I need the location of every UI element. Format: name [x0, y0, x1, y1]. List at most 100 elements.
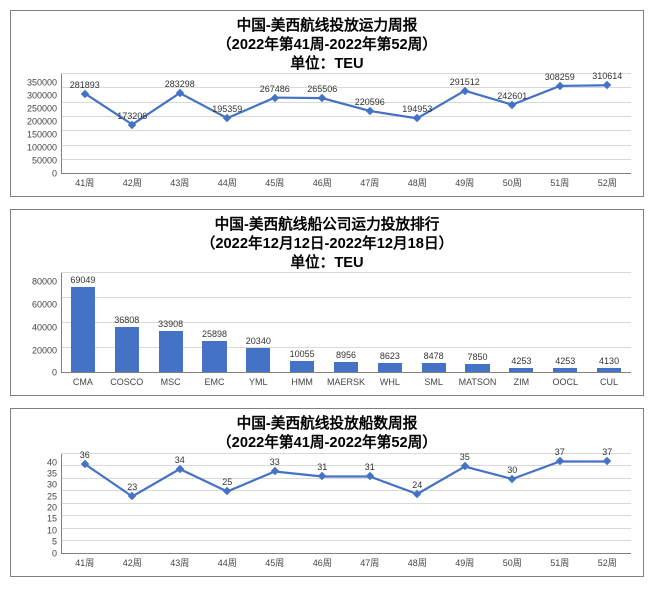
chart1-title-l1: 中国-美西航线投放运力周报: [19, 17, 635, 36]
x-tick: SML: [412, 373, 456, 391]
bar-column: 33908: [159, 320, 183, 373]
bar-column: 8623: [378, 352, 402, 374]
bar: [202, 341, 226, 373]
plot-area: 2818931732062832981953592674862655062205…: [61, 74, 631, 174]
chart3-title: 中国-美西航线投放船数周报 （2022年第41周-2022年第52周）: [19, 415, 635, 453]
y-axis: 0510152025303540: [19, 454, 61, 554]
x-tick: YML: [236, 373, 280, 391]
y-tick: 0: [19, 549, 61, 558]
data-label: 36: [80, 451, 90, 460]
x-axis: CMACOSCOMSCEMCYMLHMMMAERSKWHLSMLMATSONZI…: [61, 373, 631, 391]
bar-column: 25898: [202, 330, 226, 373]
chart3-plot: 051015202530354041周42周43周44周45周46周47周48周…: [19, 454, 635, 572]
y-tick: 0: [19, 369, 61, 378]
y-tick: 40000: [19, 323, 61, 332]
bar-column: 8956: [334, 351, 358, 373]
x-tick: 42周: [109, 174, 157, 192]
data-label: 31: [317, 463, 327, 472]
data-label: 283298: [165, 80, 195, 89]
bar-column: 20340: [246, 337, 270, 373]
x-tick: 44周: [204, 554, 252, 572]
y-axis: 0500001000001500002000002500003000003500…: [19, 74, 61, 174]
data-label: 33: [270, 458, 280, 467]
y-tick: 250000: [19, 105, 61, 114]
data-label: 7850: [468, 353, 488, 362]
data-label: 8623: [380, 352, 400, 361]
y-tick: 40: [19, 458, 61, 467]
data-label: 310614: [592, 72, 622, 81]
x-tick: CUL: [587, 373, 631, 391]
chart2-title-l2: （2022年12月12日-2022年12月18日）: [19, 235, 635, 254]
x-tick: 44周: [204, 174, 252, 192]
data-label: 8478: [424, 352, 444, 361]
bar: [115, 327, 139, 373]
data-label: 31: [365, 463, 375, 472]
data-label: 33908: [158, 320, 183, 329]
bar-column: 8478: [422, 352, 446, 374]
bar-column: 10055: [290, 350, 314, 374]
x-tick: EMC: [193, 373, 237, 391]
data-label: 37: [602, 448, 612, 457]
vessel-count-weekly-chart: 中国-美西航线投放船数周报 （2022年第41周-2022年第52周） 0510…: [10, 408, 644, 576]
data-label: 220596: [355, 98, 385, 107]
chart2-title: 中国-美西航线船公司运力投放排行 （2022年12月12日-2022年12月18…: [19, 216, 635, 273]
x-tick: 52周: [584, 554, 632, 572]
chart1-title-l3: 单位：TEU: [19, 55, 635, 74]
data-label: 35: [460, 453, 470, 462]
plot-area: 362334253331312435303737: [61, 454, 631, 554]
data-label: 25: [222, 478, 232, 487]
data-label: 281893: [70, 81, 100, 90]
x-tick: 52周: [584, 174, 632, 192]
line-series: [61, 454, 631, 554]
chart3-title-l1: 中国-美西航线投放船数周报: [19, 415, 635, 434]
x-tick: 43周: [156, 554, 204, 572]
x-tick: 41周: [61, 174, 109, 192]
data-label: 10055: [290, 350, 315, 359]
data-label: 173206: [117, 112, 147, 121]
y-tick: 5: [19, 538, 61, 547]
x-tick: WHL: [368, 373, 412, 391]
x-tick: 45周: [251, 554, 299, 572]
data-label: 195359: [212, 105, 242, 114]
x-tick: CMA: [61, 373, 105, 391]
x-axis: 41周42周43周44周45周46周47周48周49周50周51周52周: [61, 554, 631, 572]
x-tick: HMM: [280, 373, 324, 391]
x-tick: 50周: [489, 554, 537, 572]
data-label: 308259: [545, 73, 575, 82]
data-label: 23: [127, 483, 137, 492]
line-series: [61, 74, 631, 174]
chart1-plot: 0500001000001500002000002500003000003500…: [19, 74, 635, 192]
x-tick: MAERSK: [324, 373, 368, 391]
x-tick: COSCO: [105, 373, 149, 391]
x-tick: 51周: [536, 554, 584, 572]
x-tick: 42周: [109, 554, 157, 572]
capacity-weekly-chart: 中国-美西航线投放运力周报 （2022年第41周-2022年第52周） 单位：T…: [10, 10, 644, 197]
y-tick: 60000: [19, 301, 61, 310]
y-tick: 50000: [19, 157, 61, 166]
x-tick: 48周: [394, 174, 442, 192]
x-tick: ZIM: [499, 373, 543, 391]
bar: [159, 331, 183, 373]
x-tick: 45周: [251, 174, 299, 192]
x-tick: 49周: [441, 554, 489, 572]
carrier-ranking-chart: 中国-美西航线船公司运力投放排行 （2022年12月12日-2022年12月18…: [10, 209, 644, 396]
bar-column: 4130: [597, 357, 621, 373]
chart2-plot: 020000400006000080000CMACOSCOMSCEMCYMLHM…: [19, 273, 635, 391]
data-label: 30: [507, 466, 517, 475]
bar: [246, 348, 270, 373]
x-tick: 46周: [299, 554, 347, 572]
data-label: 20340: [246, 337, 271, 346]
bar-column: 4253: [509, 357, 533, 373]
data-label: 24: [412, 481, 422, 490]
x-tick: MATSON: [456, 373, 500, 391]
data-label: 194953: [402, 105, 432, 114]
y-tick: 350000: [19, 79, 61, 88]
x-tick: 47周: [346, 554, 394, 572]
y-tick: 25: [19, 492, 61, 501]
y-tick: 150000: [19, 131, 61, 140]
x-tick: OOCL: [543, 373, 587, 391]
data-label: 8956: [336, 351, 356, 360]
data-label: 4253: [511, 357, 531, 366]
chart2-title-l3: 单位：TEU: [19, 254, 635, 273]
data-label: 69049: [70, 276, 95, 285]
